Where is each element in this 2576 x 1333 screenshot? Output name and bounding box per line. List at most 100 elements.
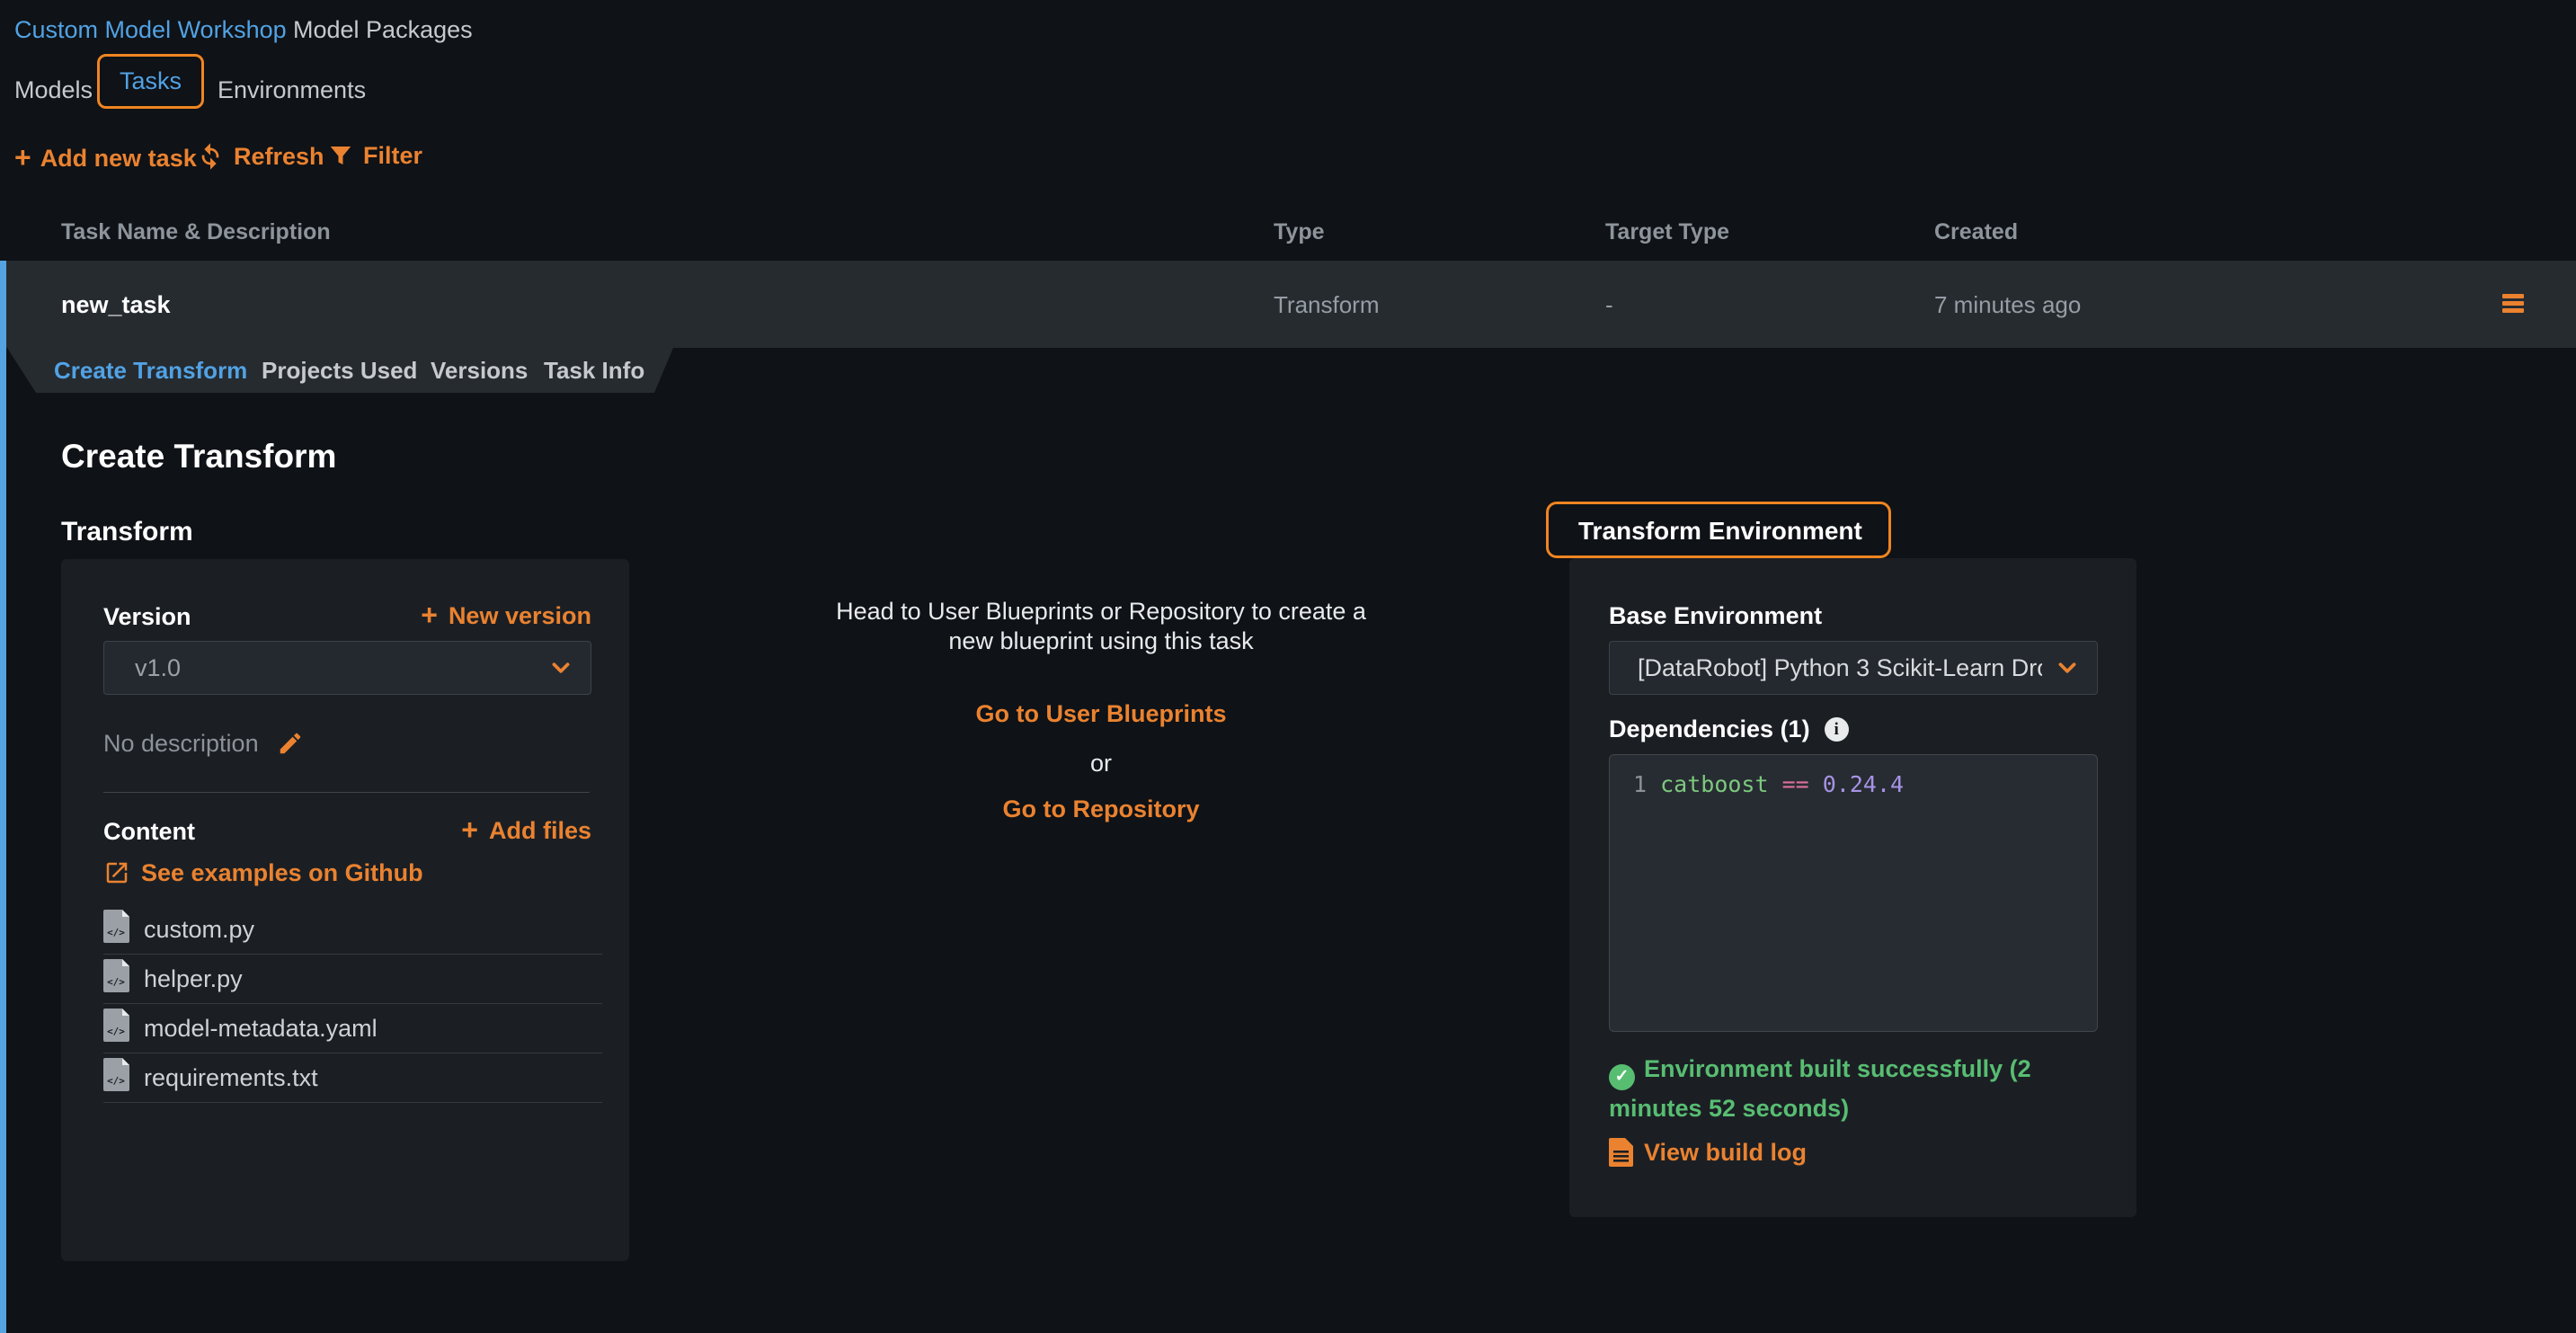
file-code-icon: </>	[103, 1058, 129, 1098]
transform-environment-card: Base Environment [DataRobot] Python 3 Sc…	[1569, 558, 2136, 1217]
column-header-target-type: Target Type	[1605, 219, 1729, 244]
column-header-task-name: Task Name & Description	[61, 219, 331, 244]
add-new-task-button[interactable]: + Add new task	[14, 141, 197, 173]
version-label: Version	[103, 603, 191, 630]
transform-card: Version + New version v1.0 No descriptio…	[61, 559, 629, 1261]
menu-bar	[2502, 294, 2524, 298]
add-files-button[interactable]: + Add files	[461, 813, 591, 846]
file-name: helper.py	[144, 964, 243, 992]
nav-model-packages[interactable]: Model Packages	[293, 16, 473, 43]
svg-text:</>: </>	[107, 976, 125, 988]
no-description-text: No description	[103, 729, 259, 757]
file-code-icon: </>	[103, 959, 129, 999]
file-name: model-metadata.yaml	[144, 1014, 378, 1042]
chevron-down-icon	[552, 662, 570, 673]
file-list: </> custom.py </> helper.py </> model-me…	[103, 905, 602, 1103]
column-header-created: Created	[1934, 219, 2019, 244]
row-menu-icon[interactable]	[2502, 294, 2526, 315]
tab-task-info[interactable]: Task Info	[544, 357, 645, 384]
file-code-icon: </>	[103, 1009, 129, 1048]
blueprint-hint-line1: Head to User Blueprints or Repository to…	[836, 598, 1366, 625]
task-type-cell: Transform	[1274, 291, 1380, 318]
filter-label: Filter	[363, 141, 423, 169]
transform-environment-heading-box: Transform Environment	[1546, 502, 1891, 558]
tab-tasks[interactable]: Tasks	[97, 54, 205, 109]
build-status: ✓ Environment built successfully (2 minut…	[1609, 1051, 2114, 1126]
dependencies-row: Dependencies (1) i	[1609, 717, 1849, 742]
pencil-icon[interactable]	[277, 730, 304, 757]
page-title: Create Transform	[61, 438, 337, 475]
add-files-label: Add files	[488, 816, 591, 844]
tab-environments[interactable]: Environments	[218, 76, 367, 103]
refresh-icon	[196, 142, 225, 171]
new-version-button[interactable]: + New version	[421, 599, 591, 631]
dependency-line: 1 catboost == 0.24.4	[1633, 773, 1904, 795]
external-link-icon	[103, 859, 130, 886]
file-name: custom.py	[144, 915, 255, 943]
tab-create-transform[interactable]: Create Transform	[54, 357, 248, 384]
refresh-button[interactable]: Refresh	[196, 142, 324, 171]
table-row[interactable]: new_task Transform - 7 minutes ago	[0, 261, 2576, 348]
file-name: requirements.txt	[144, 1063, 318, 1091]
base-environment-label: Base Environment	[1609, 602, 1823, 629]
go-to-user-blueprints-link[interactable]: Go to User Blueprints	[975, 700, 1227, 727]
svg-text:</>: </>	[107, 1075, 125, 1087]
svg-text:</>: </>	[107, 1026, 125, 1037]
filter-icon	[327, 142, 354, 169]
task-target-type-cell: -	[1605, 291, 1613, 318]
chevron-down-icon	[2058, 662, 2076, 673]
nav-custom-model-workshop[interactable]: Custom Model Workshop	[14, 16, 287, 43]
base-environment-select-value: [DataRobot] Python 3 Scikit-Learn Drop..…	[1638, 654, 2042, 681]
description-row: No description	[103, 730, 304, 757]
menu-bar	[2502, 301, 2524, 306]
svg-text:</>: </>	[107, 927, 125, 938]
list-item[interactable]: </> requirements.txt	[103, 1053, 602, 1103]
filter-button[interactable]: Filter	[327, 142, 422, 169]
blueprint-hint-text: Head to User Blueprints or Repository to…	[831, 597, 1371, 656]
line-number: 1	[1633, 771, 1648, 797]
version-select-value: v1.0	[135, 654, 182, 681]
blueprint-hint-line2: new blueprint using this task	[948, 627, 1254, 654]
file-code-icon: </>	[103, 910, 129, 949]
github-examples-label: See examples on Github	[141, 858, 423, 886]
dependency-package: catboost	[1660, 771, 1769, 797]
task-name-cell: new_task	[61, 291, 171, 318]
base-environment-select[interactable]: [DataRobot] Python 3 Scikit-Learn Drop..…	[1609, 641, 2098, 695]
transform-section-heading: Transform	[61, 517, 193, 547]
detail-tab-strip: Create Transform Projects Used Versions …	[7, 348, 673, 393]
tab-projects-used[interactable]: Projects Used	[262, 357, 418, 384]
go-to-repository-link[interactable]: Go to Repository	[1002, 795, 1200, 822]
build-log-icon	[1609, 1138, 1633, 1167]
build-status-text: Environment built successfully (2 minute…	[1609, 1055, 2031, 1122]
view-build-log-label: View build log	[1644, 1138, 1808, 1166]
new-version-label: New version	[448, 601, 591, 629]
plus-icon: +	[461, 813, 478, 846]
column-header-type: Type	[1274, 219, 1325, 244]
selected-row-indicator	[0, 261, 6, 1333]
dependency-operator: ==	[1781, 771, 1809, 797]
list-item[interactable]: </> model-metadata.yaml	[103, 1004, 602, 1053]
plus-icon: +	[14, 141, 31, 173]
plus-icon: +	[421, 599, 438, 631]
content-label: Content	[103, 818, 195, 845]
tab-versions[interactable]: Versions	[431, 357, 529, 384]
transform-environment-heading: Transform Environment	[1578, 517, 1862, 545]
check-circle-icon: ✓	[1609, 1063, 1635, 1090]
version-select[interactable]: v1.0	[103, 641, 591, 695]
dependencies-editor[interactable]: 1 catboost == 0.24.4	[1609, 754, 2098, 1032]
or-text: or	[1089, 750, 1112, 777]
dependency-version: 0.24.4	[1822, 771, 1905, 797]
menu-bar	[2502, 308, 2524, 313]
view-build-log-link[interactable]: View build log	[1609, 1138, 1807, 1167]
info-icon[interactable]: i	[1824, 717, 1849, 742]
task-created-cell: 7 minutes ago	[1934, 291, 2082, 318]
refresh-label: Refresh	[234, 142, 324, 170]
list-item[interactable]: </> custom.py	[103, 905, 602, 955]
divider	[103, 792, 590, 793]
add-new-task-label: Add new task	[40, 144, 197, 172]
list-item[interactable]: </> helper.py	[103, 955, 602, 1004]
tab-models[interactable]: Models	[14, 76, 93, 103]
dependencies-label: Dependencies (1)	[1609, 715, 1810, 742]
github-examples-link[interactable]: See examples on Github	[103, 859, 423, 886]
